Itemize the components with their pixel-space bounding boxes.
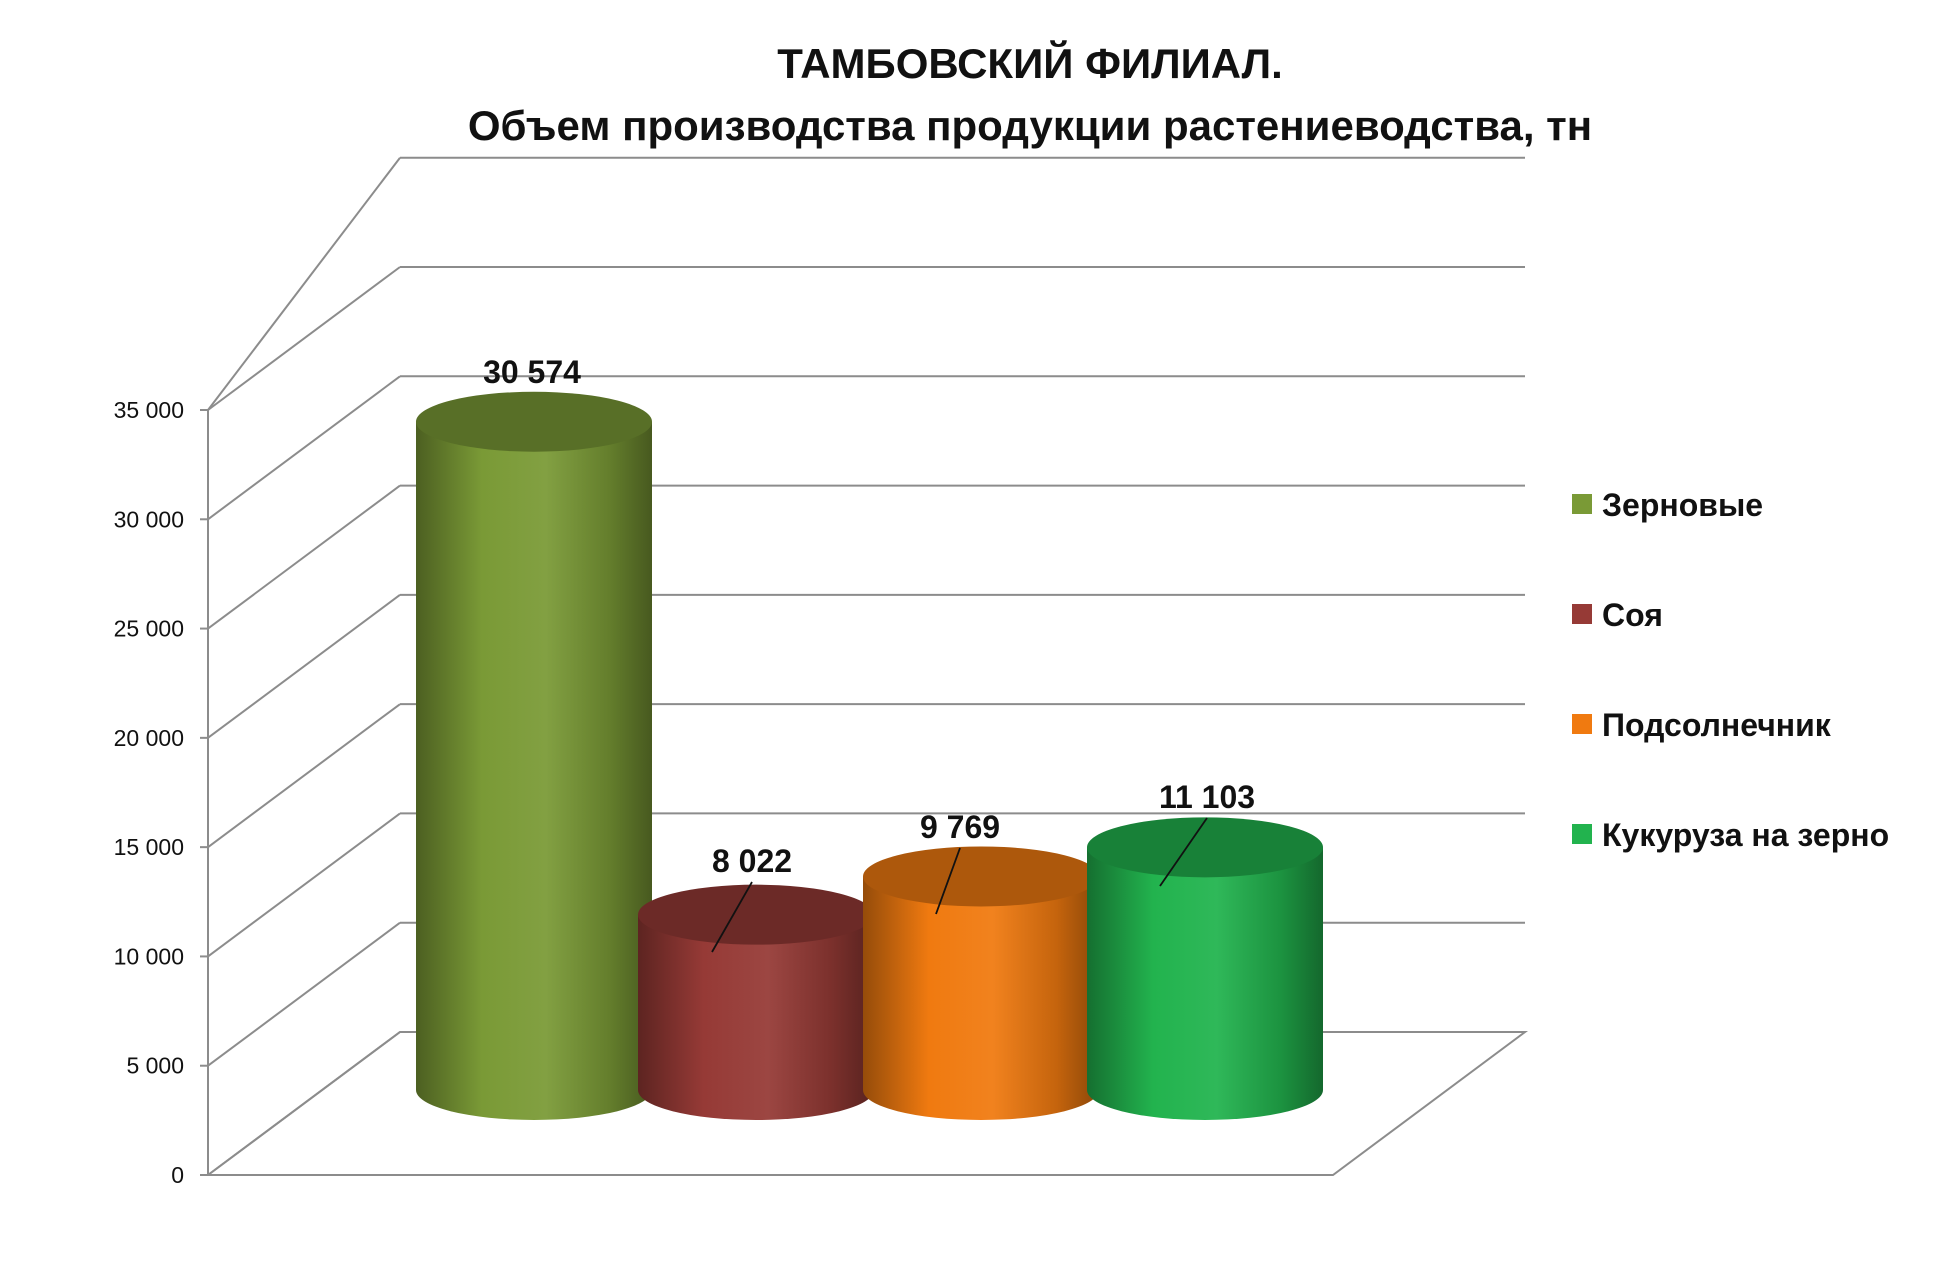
bar-top [638,884,874,945]
bar-3 [863,846,1099,1120]
bar-body [1087,847,1323,1120]
legend-swatch [1572,494,1592,514]
y-tick-label: 20 000 [114,725,184,751]
bar-top [1087,817,1323,878]
bar-2 [638,884,874,1120]
legend-label: Зерновые [1602,487,1763,523]
legend-label: Соя [1602,597,1663,633]
data-label: 9 769 [920,809,1000,845]
bar-top [863,846,1099,907]
side-wall-gridline [207,484,401,630]
chart-subtitle: Объем производства продукции растениевод… [468,102,1592,149]
y-tick-label: 30 000 [114,506,184,532]
y-tick-label: 15 000 [114,834,184,860]
y-tick-label: 0 [171,1162,184,1188]
y-tick-label: 35 000 [114,397,184,423]
bar-1 [416,391,652,1120]
side-wall-gridline [207,812,401,958]
y-tick-label: 10 000 [114,943,184,969]
legend-item: Подсолнечник [1572,707,1832,743]
side-wall-gridline [207,921,401,1067]
leader-line [1159,817,1208,887]
side-wall-gridline [207,375,401,521]
legend-item: Зерновые [1572,487,1763,523]
legend-item: Кукуруза на зерно [1572,817,1889,853]
side-wall-gridline [207,594,401,739]
y-axis: 0 5 000 10 000 15 000 20 000 25 000 30 000 35 0… [114,397,208,1188]
chart-title: ТАМБОВСКИЙ ФИЛИАЛ. [777,39,1283,87]
legend: Зерновые Соя Подсолнечник Кукуруза на зерно [1572,487,1889,853]
side-wall-gridline [207,703,401,848]
y-tick-label: 25 000 [114,616,184,642]
data-label: 30 574 [483,354,581,390]
leader-line [935,847,961,915]
bar-body [638,914,874,1120]
data-label: 8 022 [712,843,792,879]
legend-item: Соя [1572,597,1663,633]
side-wall-gridline [207,157,401,411]
legend-label: Подсолнечник [1602,707,1832,743]
legend-swatch [1572,714,1592,734]
side-wall-gridline [207,266,401,411]
data-label: 11 103 [1159,779,1255,815]
data-labels: 30 574 8 022 9 769 11 103 [483,354,1255,953]
bars [416,391,1323,1120]
bar-body [416,421,652,1120]
legend-swatch [1572,604,1592,624]
y-tick-label: 5 000 [126,1053,184,1079]
legend-swatch [1572,824,1592,844]
bar-body [863,876,1099,1120]
legend-label: Кукуруза на зерно [1602,817,1889,853]
bar-4 [1087,817,1323,1120]
floor [207,1031,1529,1176]
leader-line [711,881,753,953]
bar-top [416,391,652,452]
